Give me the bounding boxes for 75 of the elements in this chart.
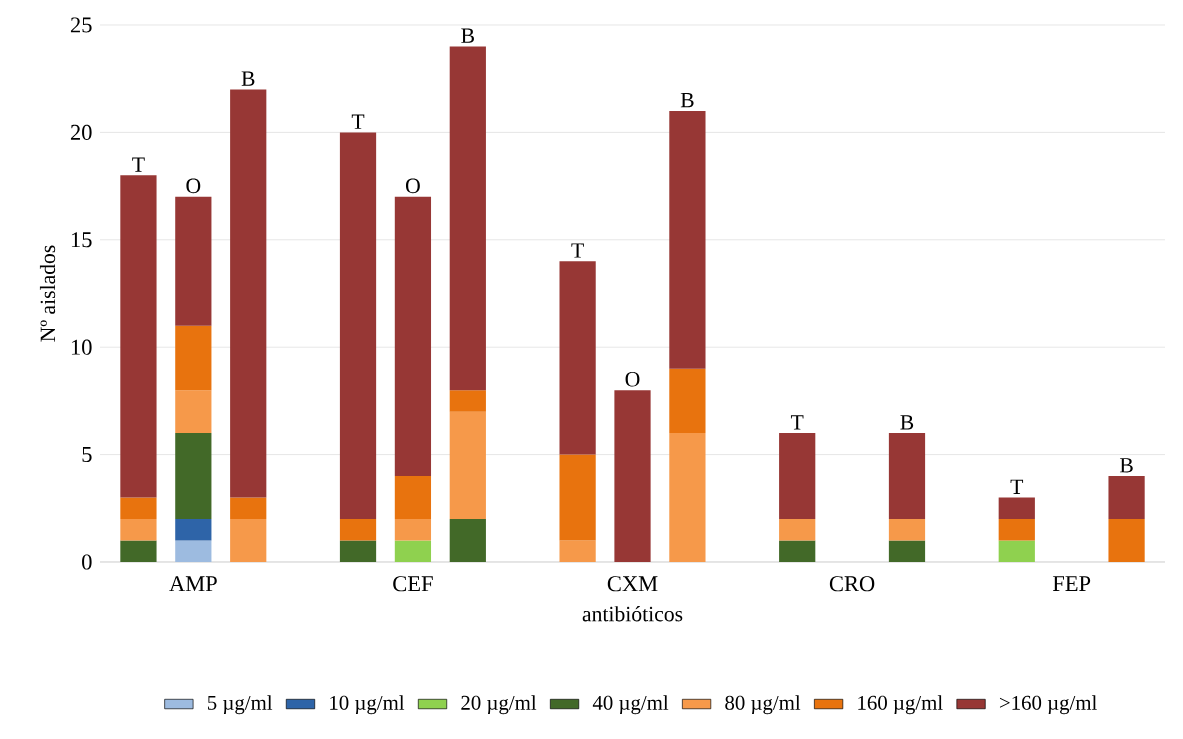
bar	[394, 196, 432, 477]
x-tick-label: AMP	[169, 576, 217, 592]
bar	[449, 46, 486, 391]
bar	[120, 519, 157, 541]
bar	[175, 196, 212, 326]
legend-label: 5 µg/ml	[207, 695, 273, 715]
bar	[339, 540, 377, 562]
bar	[120, 497, 157, 520]
legend-label: 40 µg/ml	[592, 695, 669, 715]
y-axis-title: Nº aislados	[39, 245, 56, 342]
y-tick-label: 15	[71, 232, 92, 248]
bar	[449, 519, 486, 562]
bar	[449, 411, 486, 520]
bar	[449, 390, 486, 412]
bar	[1108, 519, 1145, 562]
bar	[669, 433, 706, 562]
bar	[175, 519, 212, 541]
bar	[614, 390, 651, 562]
bar	[888, 540, 926, 562]
bar	[394, 476, 432, 520]
bar	[888, 433, 926, 520]
bar	[998, 540, 1035, 562]
bar	[559, 540, 596, 562]
data-label: B	[1119, 458, 1133, 473]
bar	[230, 497, 267, 520]
bar	[559, 454, 596, 541]
data-label: T	[351, 114, 365, 129]
bar	[669, 110, 706, 369]
bar	[120, 540, 157, 562]
data-label: B	[900, 415, 914, 430]
data-label: B	[680, 92, 694, 108]
bar	[669, 368, 706, 434]
y-tick-label: 5	[82, 447, 92, 463]
data-label: B	[461, 28, 474, 43]
y-tick-label: 25	[70, 17, 92, 33]
bar	[230, 89, 267, 498]
bar	[779, 540, 816, 562]
data-label: O	[186, 178, 201, 194]
bar	[998, 497, 1035, 520]
x-tick-label: FEP	[1052, 576, 1091, 591]
bar	[779, 433, 816, 520]
y-tick-label: 10	[71, 339, 92, 355]
legend-label: 20 µg/ml	[461, 695, 537, 715]
bar	[120, 175, 157, 498]
x-tick-label: CEF	[393, 576, 433, 592]
bar	[394, 519, 432, 541]
bar	[559, 261, 596, 455]
bar	[175, 433, 212, 520]
legend-label: 80 µg/ml	[725, 695, 801, 715]
bar	[779, 519, 816, 541]
data-label: T	[790, 415, 804, 430]
bar	[175, 390, 212, 434]
bar	[175, 325, 212, 391]
data-label: B	[241, 71, 255, 86]
bar	[1108, 476, 1145, 520]
bar	[339, 132, 377, 520]
legend-label: 10 µg/ml	[330, 695, 405, 715]
bar	[339, 519, 377, 541]
data-label: T	[571, 243, 584, 258]
bar	[998, 519, 1035, 541]
y-tick-label: 0	[82, 554, 92, 570]
data-label: O	[405, 178, 420, 194]
bar	[888, 519, 926, 541]
bar	[175, 540, 212, 562]
x-tick-label: CRO	[829, 576, 875, 592]
bar	[230, 519, 267, 562]
legend-label: >160 µg/ml	[999, 695, 1097, 715]
data-label: T	[132, 157, 145, 172]
y-tick-label: 20	[70, 124, 92, 140]
x-tick-label: CXM	[607, 576, 658, 592]
x-axis-title: antibióticos	[582, 606, 683, 622]
data-label: T	[1010, 479, 1024, 494]
bar	[394, 540, 432, 562]
legend-label: 160 µg/ml	[858, 695, 943, 715]
data-label: O	[625, 371, 640, 387]
